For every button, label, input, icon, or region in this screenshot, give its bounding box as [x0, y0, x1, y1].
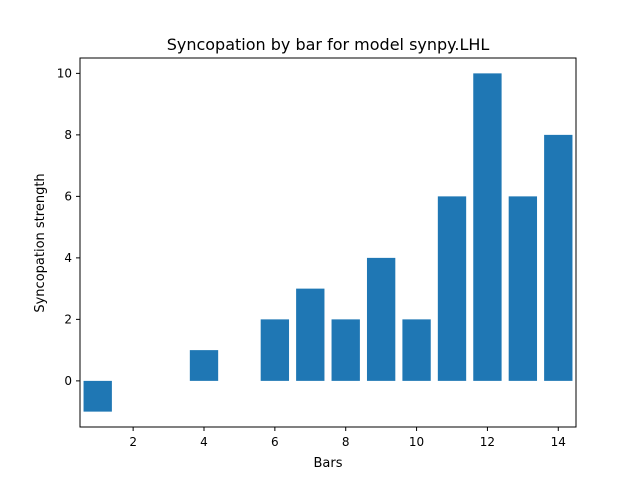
- x-tick-label: 4: [200, 435, 208, 449]
- bar-1: [83, 380, 112, 412]
- chart-title: Syncopation by bar for model synpy.LHL: [167, 35, 490, 54]
- x-tick-label: 12: [480, 435, 495, 449]
- x-tick-label: 2: [129, 435, 137, 449]
- bar-11: [437, 196, 467, 381]
- x-axis-label: Bars: [313, 456, 342, 471]
- bar-12: [473, 73, 502, 381]
- x-tick-label: 6: [271, 435, 279, 449]
- y-tick-label: 4: [64, 251, 72, 265]
- bar-4: [189, 350, 219, 381]
- bar-7: [296, 288, 325, 381]
- bar-13: [508, 196, 538, 381]
- bar-6: [260, 319, 290, 381]
- y-tick-label: 0: [64, 374, 72, 388]
- bar-14: [544, 134, 573, 381]
- y-tick-label: 6: [64, 189, 72, 203]
- y-tick-label: 10: [57, 66, 72, 80]
- bar-10: [402, 319, 431, 381]
- x-tick-label: 10: [409, 435, 424, 449]
- y-axis-label: Syncopation strength: [33, 173, 48, 312]
- x-tick-label: 8: [342, 435, 350, 449]
- plot-frame: [79, 57, 577, 428]
- x-tick-label: 14: [551, 435, 566, 449]
- y-tick-label: 8: [64, 128, 72, 142]
- bar-9: [366, 257, 396, 381]
- bars-layer: [83, 73, 573, 412]
- y-tick-label: 2: [64, 312, 72, 326]
- y-axis: 0 2 4 6 8 10: [57, 66, 80, 388]
- x-axis: 2 4 6 8 10 12 14: [129, 427, 566, 449]
- bar-8: [331, 319, 360, 381]
